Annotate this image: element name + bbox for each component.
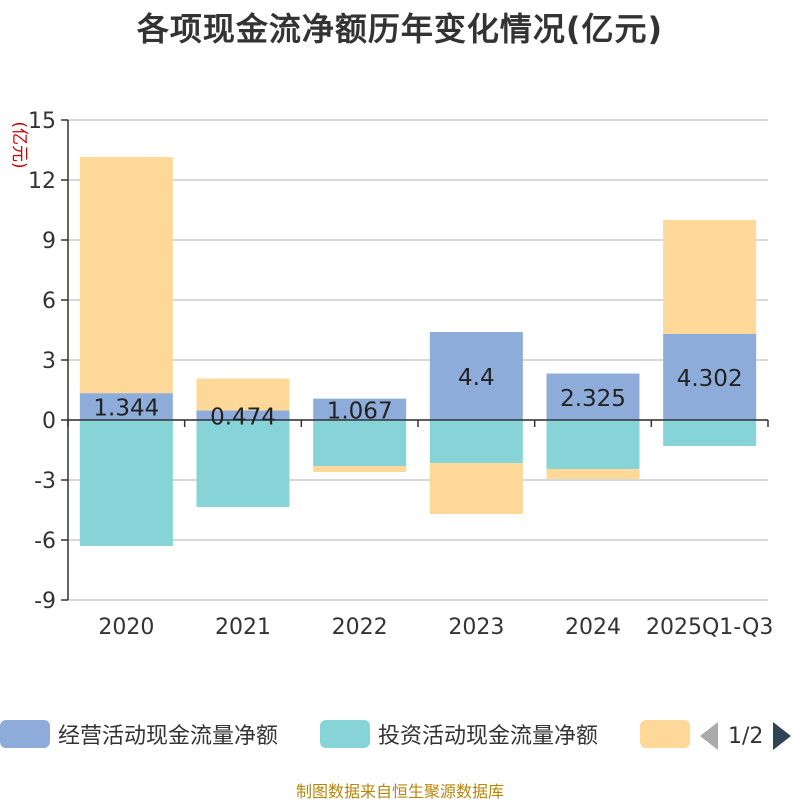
data-label-2020: 1.344 [93, 396, 159, 422]
y-tick-label-4: 3 [42, 349, 56, 374]
bar-s2-2020[interactable] [79, 157, 173, 394]
x-tick-label-4: 2024 [565, 615, 621, 640]
bar-s2-2021[interactable] [196, 378, 290, 411]
data-source-note: 制图数据来自恒生聚源数据库 [295, 782, 504, 801]
legend-item-investing[interactable]: 投资活动现金流量净额 [320, 716, 598, 752]
y-tick-label-6: -3 [34, 469, 56, 494]
y-tick-label-8: -9 [34, 589, 56, 614]
legend-item-financing[interactable] [640, 716, 698, 752]
bar-s2-2023[interactable] [429, 463, 523, 514]
y-axis-unit-label: (亿元) [9, 121, 29, 168]
y-tick-label-0: 15 [28, 109, 56, 134]
bar-s1-2022[interactable] [313, 420, 407, 466]
legend-item-operating[interactable]: 经营活动现金流量净额 [0, 716, 278, 752]
legend-label-investing: 投资活动现金流量净额 [378, 724, 599, 749]
x-tick-label-3: 2023 [448, 615, 504, 640]
y-tick-label-5: 0 [42, 409, 56, 434]
y-tick-label-7: -6 [34, 529, 56, 554]
legend-page-indicator: 1/2 [728, 723, 764, 749]
gridlines [68, 119, 768, 601]
data-label-2022: 1.067 [327, 398, 393, 424]
data-label-2024: 2.325 [560, 386, 626, 412]
next-page-icon[interactable] [773, 722, 792, 750]
data-label-2025Q1-Q3: 4.302 [677, 366, 743, 392]
axes: 15 12 9 6 3 0 -3 -6 -9 (亿元) 2020 2021 2022 2023 2024 20… [9, 109, 773, 640]
bar-s1-2020[interactable] [79, 420, 173, 546]
bar-s2-2024[interactable] [546, 469, 640, 479]
bar-s0-2021[interactable] [196, 410, 290, 420]
legend-swatch-operating [0, 720, 50, 748]
bar-s2-2022[interactable] [313, 466, 407, 472]
data-label-2023: 4.4 [458, 365, 495, 391]
cashflow-chart: 15 12 9 6 3 0 -3 -6 -9 (亿元) 2020 2021 2022 2023 2024 20… [9, 109, 773, 640]
y-tick-label-3: 6 [42, 289, 56, 314]
legend-label-operating: 经营活动现金流量净额 [58, 724, 279, 749]
x-tick-label-5: 2025Q1-Q3 [646, 615, 773, 640]
x-tick-label-2: 2022 [332, 615, 388, 640]
bar-s1-2025Q1-Q3[interactable] [663, 420, 757, 446]
legend-pager: 1/2 [700, 718, 792, 754]
legend-swatch-investing [320, 720, 370, 748]
bar-s1-2021[interactable] [196, 420, 290, 507]
legend: 经营活动现金流量净额 投资活动现金流量净额 1/2 [0, 716, 800, 756]
bar-s1-2023[interactable] [429, 420, 523, 463]
x-tick-label-0: 2020 [98, 615, 154, 640]
bar-s0-2020[interactable] [79, 393, 173, 420]
bar-s0-2022[interactable] [313, 398, 407, 420]
data-label-2021: 0.474 [210, 404, 276, 430]
prev-page-icon[interactable] [700, 722, 718, 750]
bars [79, 157, 757, 546]
chart-title: 各项现金流净额历年变化情况(亿元) [136, 10, 664, 48]
y-tick-label-1: 12 [28, 169, 56, 194]
bar-s0-2025Q1-Q3[interactable] [663, 333, 757, 420]
y-tick-label-2: 9 [42, 229, 56, 254]
bar-s2-2025Q1-Q3[interactable] [663, 219, 757, 334]
bar-s0-2023[interactable] [429, 332, 523, 420]
bar-s1-2024[interactable] [546, 420, 640, 469]
legend-swatch-financing [640, 720, 690, 748]
x-tick-label-1: 2021 [215, 615, 271, 640]
data-labels: 1.344 0.474 1.067 4.4 2.325 4.302 [93, 365, 742, 430]
bar-s0-2024[interactable] [546, 373, 640, 421]
